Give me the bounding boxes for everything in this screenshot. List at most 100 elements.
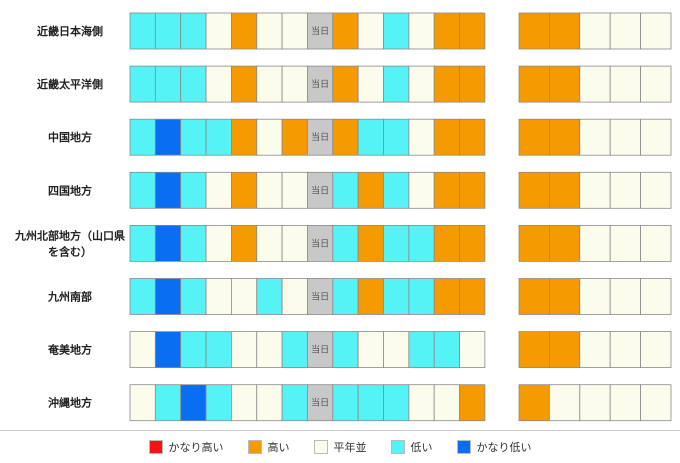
forecast-cell <box>332 224 359 262</box>
today-cell <box>307 12 334 50</box>
forecast-cell <box>459 278 486 315</box>
legend-item-very-low: かなり低い <box>456 439 532 455</box>
forecast-cell <box>408 118 435 156</box>
region-label: 九州北部地方（山口県を含む） <box>14 228 125 258</box>
forecast-cell <box>205 12 232 50</box>
forecast-cell <box>205 65 232 103</box>
forecast-cell <box>154 12 182 50</box>
forecast-cell <box>383 384 410 422</box>
forecast-cell <box>281 65 308 103</box>
forecast-cell <box>357 12 384 50</box>
legend-label-low: 低い <box>410 441 433 454</box>
legend-label-very-high: かなり高い <box>168 441 224 454</box>
forecast-cell <box>129 331 156 369</box>
forecast-cell-later <box>549 384 581 422</box>
forecast-cell <box>357 65 384 103</box>
forecast-cell <box>408 224 435 262</box>
forecast-cell <box>180 65 207 103</box>
forecast-cell <box>408 12 435 50</box>
forecast-cell-later <box>579 278 611 315</box>
forecast-cell-later <box>579 384 611 422</box>
forecast-cell <box>230 118 258 156</box>
legend-item-high: 高い <box>247 439 290 455</box>
forecast-cell <box>256 224 283 262</box>
forecast-cell-later <box>609 224 642 262</box>
forecast-cell <box>383 331 410 369</box>
forecast-cell <box>154 118 182 156</box>
forecast-cell <box>180 171 207 209</box>
forecast-cell <box>383 171 410 209</box>
today-label: 当日 <box>311 78 329 90</box>
forecast-cell <box>433 65 460 103</box>
forecast-cell <box>383 65 410 103</box>
region-label: 九州南部 <box>47 290 92 304</box>
forecast-cell-later <box>609 12 642 50</box>
forecast-cell <box>230 65 258 103</box>
forecast-cell-later <box>549 171 581 209</box>
today-label: 当日 <box>311 291 329 303</box>
legend-swatch-normal <box>313 440 328 454</box>
forecast-cell <box>256 278 283 315</box>
legend-swatch-high <box>247 440 262 454</box>
forecast-cell-later <box>518 118 550 156</box>
today-label: 当日 <box>311 184 329 196</box>
forecast-cell <box>256 171 283 209</box>
legend-label-very-low: かなり低い <box>476 441 532 454</box>
forecast-cell <box>154 331 182 369</box>
forecast-cell-later <box>579 171 611 209</box>
forecast-cell <box>281 331 308 369</box>
forecast-cell <box>281 278 308 315</box>
forecast-cell <box>383 12 410 50</box>
forecast-cell <box>408 384 435 422</box>
forecast-cell-later <box>640 278 672 315</box>
forecast-cell <box>408 65 435 103</box>
forecast-cell <box>459 384 486 422</box>
forecast-cell <box>180 331 207 369</box>
forecast-cell <box>230 224 258 262</box>
forecast-cell <box>205 224 232 262</box>
forecast-cell-later <box>518 12 550 50</box>
forecast-cell <box>281 224 308 262</box>
forecast-cell <box>383 224 410 262</box>
today-cell <box>307 118 334 156</box>
forecast-cell <box>180 12 207 50</box>
forecast-cell <box>230 171 258 209</box>
legend: かなり高い 高い 平年並 低い かなり低い <box>0 436 680 458</box>
region-label: 中国地方 <box>48 130 92 144</box>
forecast-cell <box>459 224 486 262</box>
forecast-cell <box>154 384 182 422</box>
today-label: 当日 <box>311 397 329 409</box>
forecast-cell <box>154 278 182 315</box>
forecast-cell <box>205 384 232 422</box>
forecast-cell <box>180 224 207 262</box>
forecast-cell <box>256 118 283 156</box>
forecast-cell <box>281 118 308 156</box>
forecast-cell <box>332 278 359 315</box>
legend-separator <box>0 430 680 431</box>
forecast-cell <box>459 65 486 103</box>
forecast-cell <box>459 12 486 50</box>
forecast-cell <box>205 171 232 209</box>
legend-label-high: 高い <box>267 441 290 454</box>
legend-item-very-high: かなり高い <box>148 439 224 455</box>
today-cell <box>307 384 334 422</box>
forecast-cell <box>281 384 308 422</box>
forecast-cell-later <box>518 278 550 315</box>
region-label: 四国地方 <box>48 183 92 197</box>
today-label: 当日 <box>311 344 329 356</box>
forecast-cell <box>129 65 156 103</box>
forecast-cell-later <box>518 331 550 369</box>
forecast-cell-later <box>518 171 550 209</box>
forecast-cell-later <box>549 224 581 262</box>
forecast-cell <box>459 331 486 369</box>
forecast-cell <box>180 278 207 315</box>
today-cell <box>307 278 334 315</box>
forecast-cell <box>205 278 232 315</box>
today-cell <box>307 331 334 369</box>
forecast-cell <box>433 331 460 369</box>
forecast-cell <box>230 331 258 369</box>
legend-swatch-very-low <box>456 440 471 454</box>
forecast-cell-later <box>549 278 581 315</box>
today-cell <box>307 224 334 262</box>
forecast-cell <box>205 118 232 156</box>
